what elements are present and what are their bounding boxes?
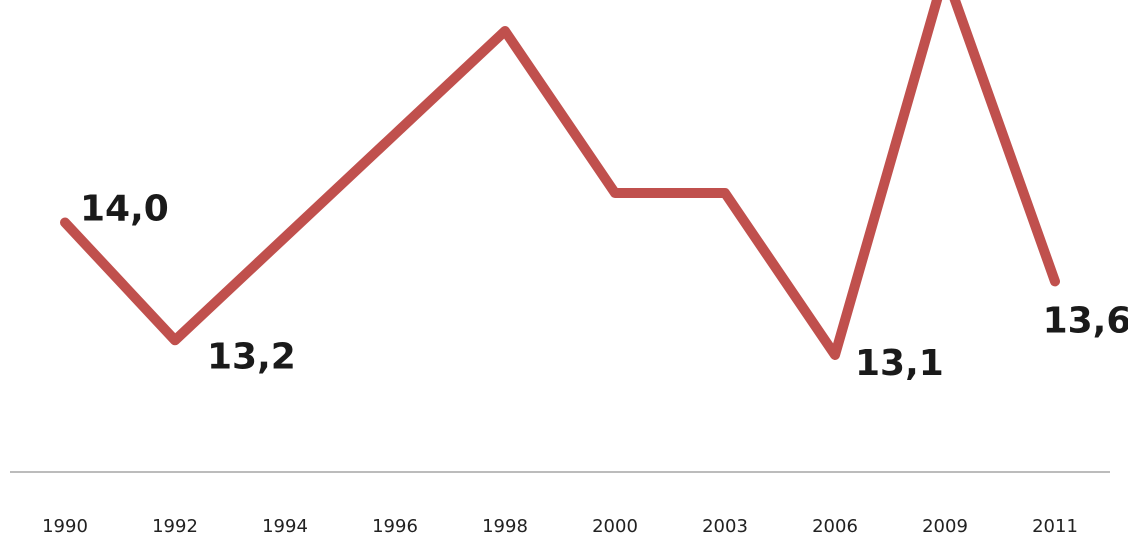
x-tick-label: 1998 (482, 516, 528, 536)
x-tick-label: 1996 (372, 516, 418, 536)
x-tick-labels: 1990 1992 1994 1996 1998 2000 2003 2006 2009 2011 (42, 516, 1078, 536)
x-tick-label: 1994 (262, 516, 308, 536)
data-label: 14,0 (80, 188, 169, 229)
data-label: 13,1 (855, 343, 944, 384)
x-tick-label: 2009 (922, 516, 968, 536)
data-label: 13,6 (1043, 300, 1128, 341)
x-tick-label: 2000 (592, 516, 638, 536)
data-label: 13,2 (207, 336, 296, 377)
x-tick-label: 2006 (812, 516, 858, 536)
data-labels: 14,013,213,115,713,6 (80, 188, 1128, 384)
x-tick-label: 1990 (42, 516, 88, 536)
x-tick-label: 2003 (702, 516, 748, 536)
series-line (60, 0, 1060, 360)
x-tick-label: 1992 (152, 516, 198, 536)
x-tick-label: 2011 (1032, 516, 1078, 536)
